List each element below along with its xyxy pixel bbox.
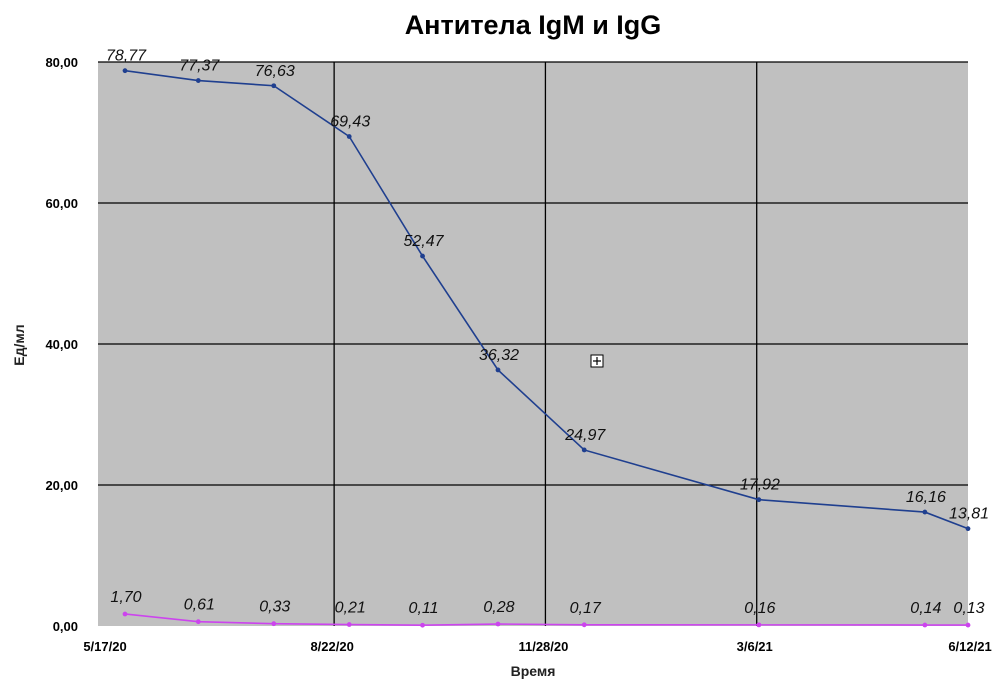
data-label: 0,14 [910, 600, 941, 617]
data-label: 76,63 [255, 63, 295, 80]
y-tick-label: 20,00 [45, 478, 78, 493]
data-point [122, 611, 128, 617]
data-label: 0,13 [953, 600, 984, 617]
data-label: 17,92 [740, 477, 780, 494]
y-axis-title: Ед/мл [11, 324, 27, 365]
data-label: 0,21 [335, 600, 366, 617]
data-point [271, 83, 277, 89]
y-tick-label: 60,00 [45, 196, 78, 211]
x-tick-label: 5/17/20 [83, 639, 126, 654]
data-label: 13,81 [949, 506, 989, 523]
data-label: 36,32 [479, 347, 519, 364]
data-point [346, 622, 352, 627]
data-point [346, 134, 352, 139]
data-point [922, 509, 928, 515]
data-label: 0,11 [409, 600, 439, 617]
y-tick-label: 80,00 [45, 55, 78, 70]
data-label: 16,16 [906, 489, 946, 506]
data-point [195, 619, 201, 625]
series-line [124, 69, 969, 530]
chart-title: Антитела IgM и IgG [404, 10, 662, 40]
data-point [420, 253, 425, 259]
data-label: 0,28 [483, 599, 514, 616]
data-label: 0,16 [744, 600, 775, 617]
series-line [124, 613, 969, 627]
data-label: 69,43 [330, 114, 370, 131]
data-point [495, 621, 501, 627]
data-point [922, 622, 928, 628]
data-point [495, 367, 501, 373]
data-point [756, 497, 762, 503]
data-point [965, 622, 971, 628]
data-point [122, 68, 128, 74]
data-label: 24,97 [564, 427, 606, 444]
x-tick-label: 8/22/20 [310, 639, 353, 654]
data-label: 0,17 [570, 600, 602, 617]
data-label: 0,61 [184, 597, 215, 614]
data-label: 0,33 [259, 599, 290, 616]
data-point [271, 621, 277, 627]
data-point [195, 78, 201, 83]
x-tick-label: 6/12/21 [948, 639, 991, 654]
data-point [756, 622, 762, 628]
data-point [581, 447, 587, 453]
x-axis-title: Время [511, 663, 556, 679]
data-label: 1,70 [110, 589, 141, 606]
x-tick-label: 11/28/20 [518, 639, 568, 654]
data-point [581, 622, 587, 628]
x-tick-label: 3/6/21 [737, 639, 773, 654]
data-point [965, 526, 971, 532]
y-tick-label: 40,00 [45, 337, 78, 352]
crosshair-plus-icon [590, 354, 604, 368]
data-label: 52,47 [404, 233, 445, 250]
data-point [420, 622, 425, 628]
data-label: 77,37 [179, 58, 220, 75]
data-label: 78,77 [106, 48, 147, 65]
y-tick-label: 0,00 [53, 619, 78, 634]
